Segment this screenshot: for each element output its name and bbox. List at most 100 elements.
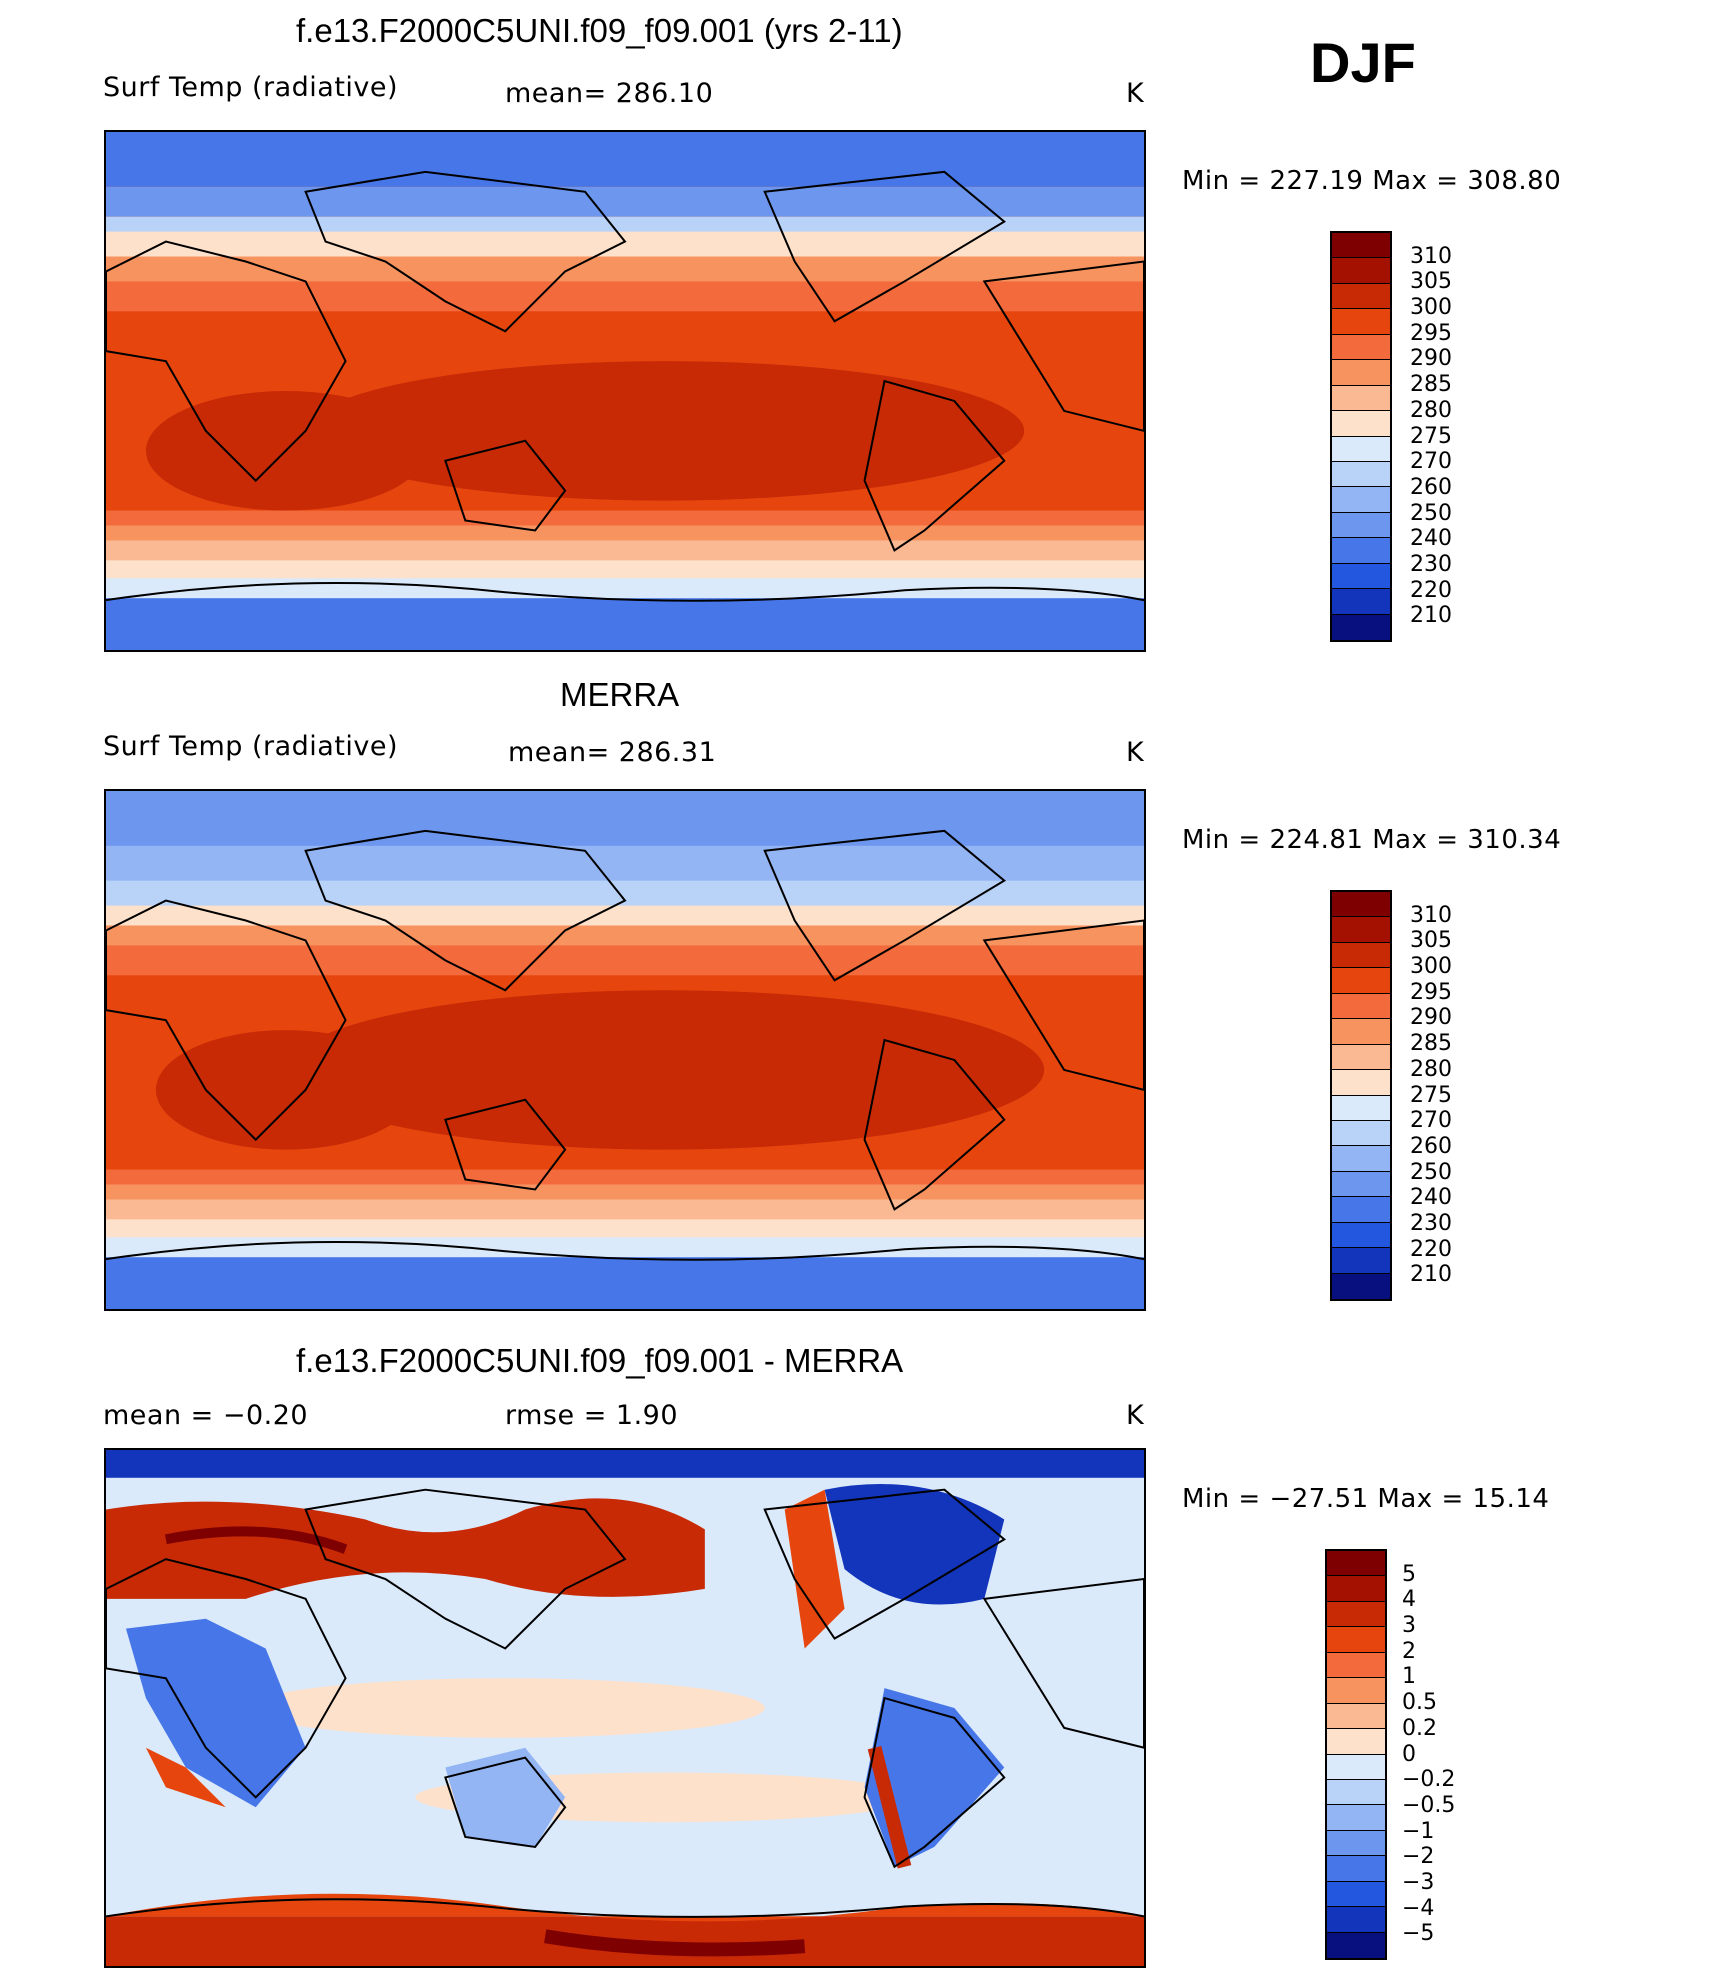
panel-3-minmax: Min = −27.51 Max = 15.14 [1182, 1484, 1550, 1514]
colorbar-swatch [1332, 1019, 1390, 1045]
colorbar-tick-label: −4 [1402, 1895, 1435, 1921]
colorbar-tick-label: 280 [1410, 397, 1452, 423]
colorbar-swatch [1327, 1576, 1385, 1602]
colorbar-tick-label: 260 [1410, 1133, 1452, 1159]
colorbar-swatch [1332, 334, 1390, 361]
colorbar-swatch [1332, 512, 1390, 539]
panel-3-units: K [1126, 1400, 1145, 1431]
colorbar-swatch [1332, 1273, 1390, 1299]
colorbar-tick-label: 240 [1410, 1185, 1452, 1211]
colorbar-tick-label: 250 [1410, 1159, 1452, 1185]
panel-1-mean: mean= 286.10 [505, 78, 714, 109]
colorbar-swatch [1332, 942, 1390, 969]
colorbar-swatch [1327, 1601, 1385, 1628]
colorbar-swatch [1332, 1044, 1390, 1071]
colorbar-tick-label: 300 [1410, 295, 1452, 321]
colorbar-tick-label: 290 [1410, 346, 1452, 372]
colorbar-tick-label: 295 [1410, 320, 1452, 346]
colorbar-tick-label: −0.5 [1402, 1792, 1456, 1818]
colorbar-tick-label: 305 [1410, 269, 1452, 295]
panel-3-map [104, 1448, 1146, 1968]
colorbar-tick-label: 250 [1410, 500, 1452, 526]
colorbar-swatch [1332, 917, 1390, 943]
colorbar-tick-label: 220 [1410, 1236, 1452, 1262]
colorbar-swatch [1332, 589, 1390, 615]
colorbar-tick-label: 260 [1410, 474, 1452, 500]
colorbar-swatch [1332, 563, 1390, 590]
colorbar-swatch [1332, 1222, 1390, 1249]
colorbar-swatch [1332, 892, 1390, 918]
panel-2-title: MERRA [560, 676, 680, 713]
colorbar-tick-label: 1 [1402, 1664, 1416, 1690]
colorbar-swatch [1332, 1197, 1390, 1223]
colorbar-swatch [1332, 436, 1390, 462]
panel-1-units: K [1126, 78, 1145, 109]
panel-3-mean: mean = −0.20 [103, 1400, 309, 1431]
colorbar-swatch [1332, 968, 1390, 994]
panel-3-title: f.e13.F2000C5UNI.f09_f09.001 - MERRA [296, 1342, 904, 1379]
colorbar-swatch [1332, 258, 1390, 284]
colorbar-swatch [1327, 1652, 1385, 1679]
colorbar-tick-label: 270 [1410, 1108, 1452, 1134]
colorbar-swatch [1327, 1856, 1385, 1882]
colorbar-tick-label: 3 [1402, 1613, 1416, 1639]
colorbar-swatch [1327, 1627, 1385, 1653]
colorbar-swatch [1327, 1779, 1385, 1806]
panel-3-rmse: rmse = 1.90 [505, 1400, 679, 1431]
colorbar-swatch [1332, 283, 1390, 310]
colorbar-swatch [1332, 411, 1390, 437]
colorbar-tick-label: 5 [1402, 1561, 1416, 1587]
colorbar-swatch [1332, 309, 1390, 335]
colorbar-tick-label: 230 [1410, 551, 1452, 577]
colorbar-swatch [1332, 1120, 1390, 1147]
colorbar-swatch [1327, 1932, 1385, 1958]
panel-1-title: f.e13.F2000C5UNI.f09_f09.001 (yrs 2-11) [296, 12, 903, 49]
colorbar-tick-label: −1 [1402, 1818, 1435, 1844]
colorbar-tick-label: 0.2 [1402, 1715, 1437, 1741]
panel-2-mean: mean= 286.31 [508, 737, 717, 768]
colorbar-swatch [1332, 1146, 1390, 1172]
colorbar-swatch [1327, 1805, 1385, 1831]
colorbar-tick-label: 270 [1410, 449, 1452, 475]
colorbar-tick-label: 300 [1410, 954, 1452, 980]
colorbar-tick-label: 305 [1410, 928, 1452, 954]
colorbar-tick-label: 0 [1402, 1741, 1416, 1767]
panel-2-variable: Surf Temp (radiative) [103, 731, 399, 762]
colorbar-swatch [1332, 1171, 1390, 1198]
panel-3-map-graphic [106, 1450, 1144, 1966]
colorbar-swatch [1332, 233, 1390, 259]
panel-1-minmax: Min = 227.19 Max = 308.80 [1182, 166, 1562, 196]
colorbar-tick-label: 310 [1410, 902, 1452, 928]
colorbar-tick-label: 220 [1410, 577, 1452, 603]
colorbar-tick-label: 290 [1410, 1005, 1452, 1031]
colorbar-swatch [1327, 1729, 1385, 1755]
colorbar-swatch [1332, 1248, 1390, 1274]
colorbar-tick-label: −5 [1402, 1921, 1435, 1947]
colorbar-swatch [1332, 614, 1390, 640]
panel-1-variable: Surf Temp (radiative) [103, 72, 399, 103]
colorbar-tick-label: 0.5 [1402, 1690, 1437, 1716]
panel-2-colorbar [1330, 890, 1392, 1301]
colorbar-tick-label: 210 [1410, 603, 1452, 629]
colorbar-swatch [1327, 1703, 1385, 1730]
colorbar-swatch [1327, 1830, 1385, 1857]
colorbar-tick-label: 280 [1410, 1056, 1452, 1082]
panel-1-map [104, 130, 1146, 652]
colorbar-tick-label: −3 [1402, 1869, 1435, 1895]
colorbar-tick-label: 285 [1410, 1031, 1452, 1057]
colorbar-swatch [1332, 487, 1390, 513]
panel-1-map-graphic [106, 132, 1144, 650]
colorbar-swatch [1327, 1907, 1385, 1933]
colorbar-tick-label: 285 [1410, 372, 1452, 398]
colorbar-tick-label: 295 [1410, 979, 1452, 1005]
colorbar-swatch [1332, 461, 1390, 488]
panel-2-minmax: Min = 224.81 Max = 310.34 [1182, 825, 1562, 855]
colorbar-swatch [1332, 385, 1390, 412]
panel-1-colorbar [1330, 231, 1392, 642]
colorbar-tick-label: −2 [1402, 1844, 1435, 1870]
colorbar-swatch [1327, 1754, 1385, 1780]
colorbar-swatch [1332, 538, 1390, 564]
colorbar-swatch [1327, 1678, 1385, 1704]
colorbar-tick-label: 310 [1410, 243, 1452, 269]
colorbar-tick-label: −0.2 [1402, 1767, 1456, 1793]
